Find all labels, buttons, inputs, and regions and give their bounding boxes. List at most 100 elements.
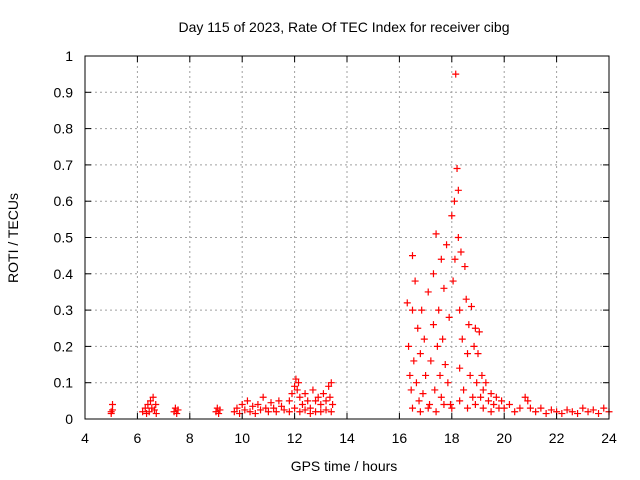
- data-point: [547, 406, 555, 414]
- x-axis-title: GPS time / hours: [291, 458, 398, 474]
- data-point: [521, 393, 529, 401]
- data-point: [429, 270, 437, 278]
- data-point: [257, 406, 265, 414]
- data-point: [329, 400, 337, 408]
- data-point: [267, 399, 275, 407]
- data-point: [298, 400, 306, 408]
- data-point: [233, 404, 241, 412]
- data-point: [322, 406, 330, 414]
- y-tick-label: 0.4: [54, 266, 74, 282]
- data-points: [107, 70, 613, 418]
- y-tick-label: 0.8: [54, 121, 74, 137]
- data-point: [471, 324, 479, 332]
- data-point: [487, 408, 495, 416]
- data-point: [238, 400, 246, 408]
- data-point: [301, 390, 309, 398]
- y-tick-label: 1: [65, 48, 73, 64]
- data-point: [259, 393, 267, 401]
- data-point: [445, 313, 453, 321]
- data-point: [432, 408, 440, 416]
- data-point: [405, 342, 413, 350]
- data-point: [454, 186, 462, 194]
- data-point: [452, 70, 460, 78]
- data-point: [295, 379, 303, 387]
- axis-ticks: [84, 55, 610, 420]
- data-point: [322, 397, 330, 405]
- data-point: [429, 321, 437, 329]
- data-point: [440, 284, 448, 292]
- data-point: [490, 400, 498, 408]
- data-point: [262, 404, 270, 412]
- y-tick-label: 0.6: [54, 193, 74, 209]
- data-point: [301, 406, 309, 414]
- y-tick-label: 0.9: [54, 84, 74, 100]
- data-point: [309, 386, 317, 394]
- data-point: [291, 382, 299, 390]
- data-point: [444, 379, 452, 387]
- data-point: [568, 408, 576, 416]
- data-point: [139, 408, 147, 416]
- data-point: [270, 404, 278, 412]
- data-point: [563, 406, 571, 414]
- data-point: [275, 397, 283, 405]
- data-point: [477, 393, 485, 401]
- data-point: [437, 255, 445, 263]
- data-point: [326, 393, 334, 401]
- data-point: [246, 408, 254, 416]
- data-point: [230, 408, 238, 416]
- data-point: [457, 248, 465, 256]
- data-point: [407, 386, 415, 394]
- data-point: [439, 335, 447, 343]
- data-point: [327, 408, 335, 416]
- x-tick-label: 20: [496, 430, 512, 446]
- data-point: [600, 404, 608, 412]
- y-tick-label: 0.7: [54, 157, 74, 173]
- data-point: [595, 410, 603, 418]
- x-tick-labels: 4 6 8 10 12 14 16 18 20 22 24: [81, 430, 617, 446]
- data-point: [449, 277, 457, 285]
- data-point: [471, 400, 479, 408]
- data-point: [461, 263, 469, 271]
- data-point: [465, 321, 473, 329]
- y-tick-label: 0.5: [54, 230, 74, 246]
- grid-lines: [85, 56, 609, 419]
- data-point: [505, 400, 513, 408]
- data-point: [327, 379, 335, 387]
- data-point: [426, 400, 434, 408]
- data-point: [264, 408, 272, 416]
- data-point: [427, 357, 435, 365]
- x-tick-label: 8: [186, 430, 194, 446]
- data-point: [254, 400, 262, 408]
- data-point: [437, 393, 445, 401]
- data-point: [152, 400, 160, 408]
- data-point: [280, 406, 288, 414]
- y-tick-label: 0.2: [54, 338, 74, 354]
- data-point: [526, 404, 534, 412]
- data-point: [317, 408, 325, 416]
- data-point: [446, 400, 454, 408]
- data-point: [542, 410, 550, 418]
- data-point: [464, 404, 472, 412]
- data-point: [464, 350, 472, 358]
- data-point: [411, 277, 419, 285]
- data-point: [150, 406, 158, 414]
- data-point: [422, 371, 430, 379]
- y-tick-label: 0.1: [54, 375, 74, 391]
- data-point: [145, 408, 153, 416]
- data-point: [492, 393, 500, 401]
- data-point: [435, 306, 443, 314]
- data-point: [304, 397, 312, 405]
- data-point: [317, 400, 325, 408]
- data-point: [325, 382, 333, 390]
- y-tick-label: 0: [65, 411, 73, 427]
- data-point: [473, 379, 481, 387]
- data-point: [306, 410, 314, 418]
- data-point: [420, 335, 428, 343]
- data-point: [469, 393, 477, 401]
- data-point: [498, 397, 506, 405]
- y-tick-labels: 0 0.1 0.2 0.3 0.4 0.5 0.6 0.7 0.8 0.9 1: [54, 48, 74, 427]
- x-tick-label: 22: [549, 430, 565, 446]
- x-tick-label: 12: [287, 430, 303, 446]
- data-point: [516, 404, 524, 412]
- data-point: [537, 404, 545, 412]
